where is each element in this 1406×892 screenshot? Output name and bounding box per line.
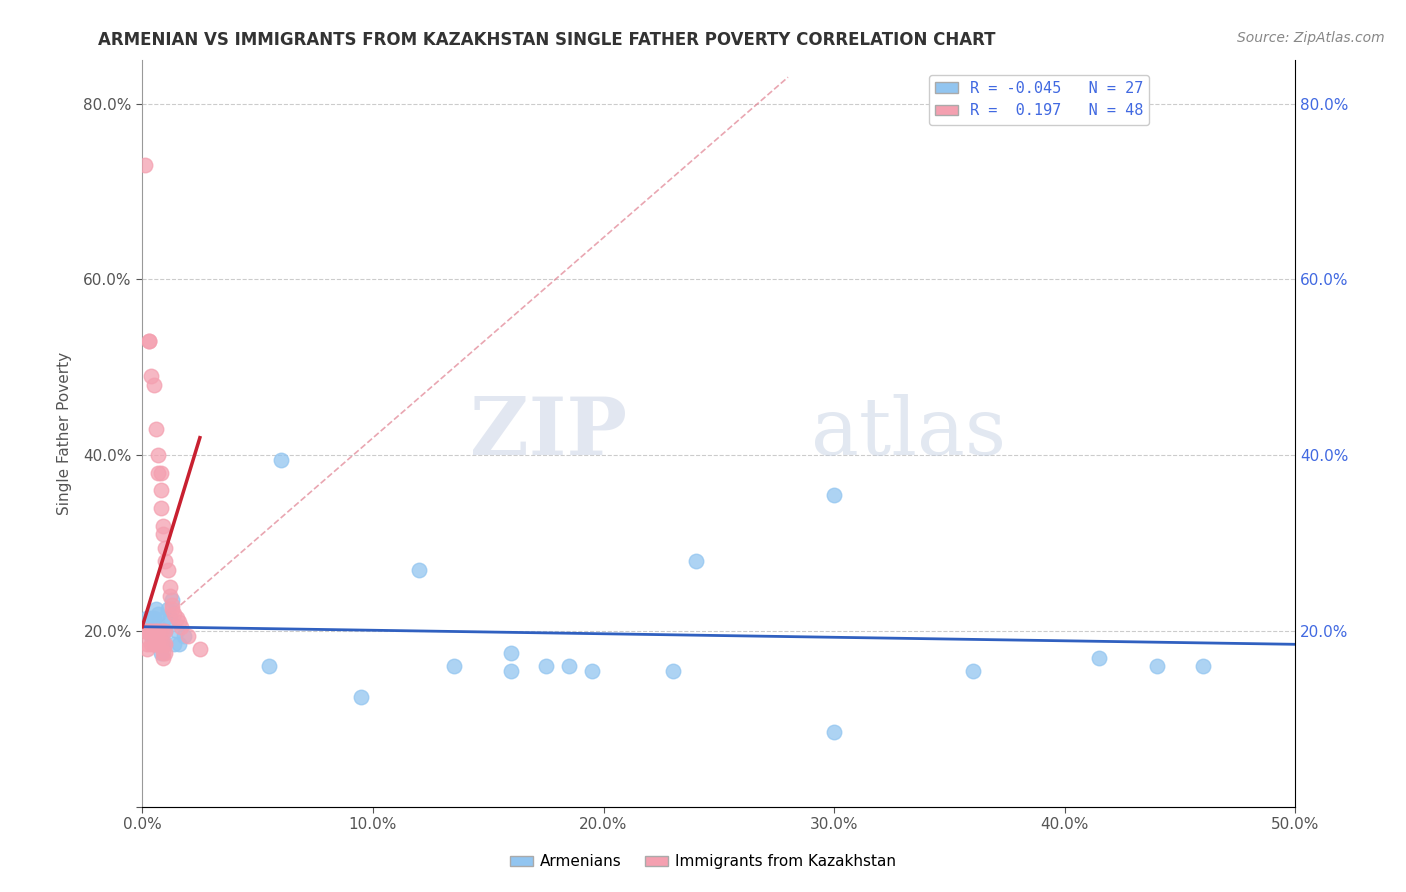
- Point: [166, 624, 188, 639]
- Point: [149, 483, 172, 498]
- Point: [155, 624, 177, 639]
- Point: [135, 641, 157, 656]
- Point: [142, 637, 165, 651]
- Point: [173, 628, 195, 642]
- Point: [501, 664, 523, 678]
- Point: [152, 527, 174, 541]
- Text: atlas: atlas: [811, 394, 1007, 472]
- Point: [149, 632, 172, 647]
- Point: [152, 637, 174, 651]
- Point: [156, 602, 179, 616]
- Point: [1146, 659, 1168, 673]
- Point: [155, 541, 177, 555]
- Point: [167, 637, 190, 651]
- Point: [141, 628, 163, 642]
- Point: [823, 725, 845, 739]
- Point: [823, 488, 845, 502]
- Point: [163, 637, 186, 651]
- Point: [350, 690, 373, 704]
- Point: [159, 580, 181, 594]
- Point: [188, 641, 211, 656]
- Point: [163, 607, 186, 621]
- Point: [141, 611, 163, 625]
- Point: [159, 611, 181, 625]
- Point: [152, 624, 174, 639]
- Point: [160, 602, 183, 616]
- Point: [160, 593, 183, 607]
- Point: [149, 624, 172, 639]
- Point: [142, 378, 165, 392]
- Point: [155, 646, 177, 660]
- Point: [141, 637, 163, 651]
- Point: [149, 637, 172, 651]
- Point: [148, 448, 170, 462]
- Point: [148, 620, 170, 634]
- Point: [270, 452, 292, 467]
- Point: [138, 624, 160, 639]
- Point: [149, 466, 172, 480]
- Point: [135, 637, 157, 651]
- Point: [138, 334, 160, 348]
- Point: [145, 628, 167, 642]
- Point: [170, 620, 193, 634]
- Point: [501, 646, 523, 660]
- Point: [141, 624, 163, 639]
- Text: ZIP: ZIP: [470, 394, 627, 472]
- Point: [142, 637, 165, 651]
- Point: [156, 563, 179, 577]
- Point: [134, 624, 156, 639]
- Point: [166, 611, 188, 625]
- Point: [155, 624, 177, 639]
- Point: [145, 602, 167, 616]
- Point: [534, 659, 557, 673]
- Point: [962, 664, 984, 678]
- Point: [148, 624, 170, 639]
- Point: [135, 611, 157, 625]
- Point: [148, 637, 170, 651]
- Legend: Armenians, Immigrants from Kazakhstan: Armenians, Immigrants from Kazakhstan: [503, 848, 903, 875]
- Point: [138, 334, 160, 348]
- Point: [159, 589, 181, 603]
- Point: [152, 518, 174, 533]
- Point: [134, 158, 156, 172]
- Point: [1192, 659, 1215, 673]
- Text: ARMENIAN VS IMMIGRANTS FROM KAZAKHSTAN SINGLE FATHER POVERTY CORRELATION CHART: ARMENIAN VS IMMIGRANTS FROM KAZAKHSTAN S…: [98, 31, 995, 49]
- Text: Source: ZipAtlas.com: Source: ZipAtlas.com: [1237, 31, 1385, 45]
- Point: [145, 637, 167, 651]
- Point: [443, 659, 465, 673]
- Point: [148, 607, 170, 621]
- Point: [135, 624, 157, 639]
- Point: [145, 624, 167, 639]
- Point: [142, 611, 165, 625]
- Point: [685, 554, 707, 568]
- Point: [141, 369, 163, 384]
- Point: [149, 646, 172, 660]
- Point: [558, 659, 581, 673]
- Point: [152, 646, 174, 660]
- Point: [167, 615, 190, 630]
- Point: [408, 563, 430, 577]
- Point: [257, 659, 280, 673]
- Point: [148, 466, 170, 480]
- Point: [138, 624, 160, 639]
- Y-axis label: Single Father Poverty: Single Father Poverty: [58, 351, 72, 515]
- Point: [145, 422, 167, 436]
- Point: [155, 554, 177, 568]
- Legend: R = -0.045   N = 27, R =  0.197   N = 48: R = -0.045 N = 27, R = 0.197 N = 48: [929, 75, 1150, 125]
- Point: [155, 611, 177, 625]
- Point: [149, 501, 172, 516]
- Point: [177, 628, 200, 642]
- Point: [1088, 650, 1111, 665]
- Point: [152, 637, 174, 651]
- Point: [155, 637, 177, 651]
- Point: [160, 598, 183, 612]
- Point: [581, 664, 603, 678]
- Point: [661, 664, 683, 678]
- Point: [152, 650, 174, 665]
- Point: [142, 624, 165, 639]
